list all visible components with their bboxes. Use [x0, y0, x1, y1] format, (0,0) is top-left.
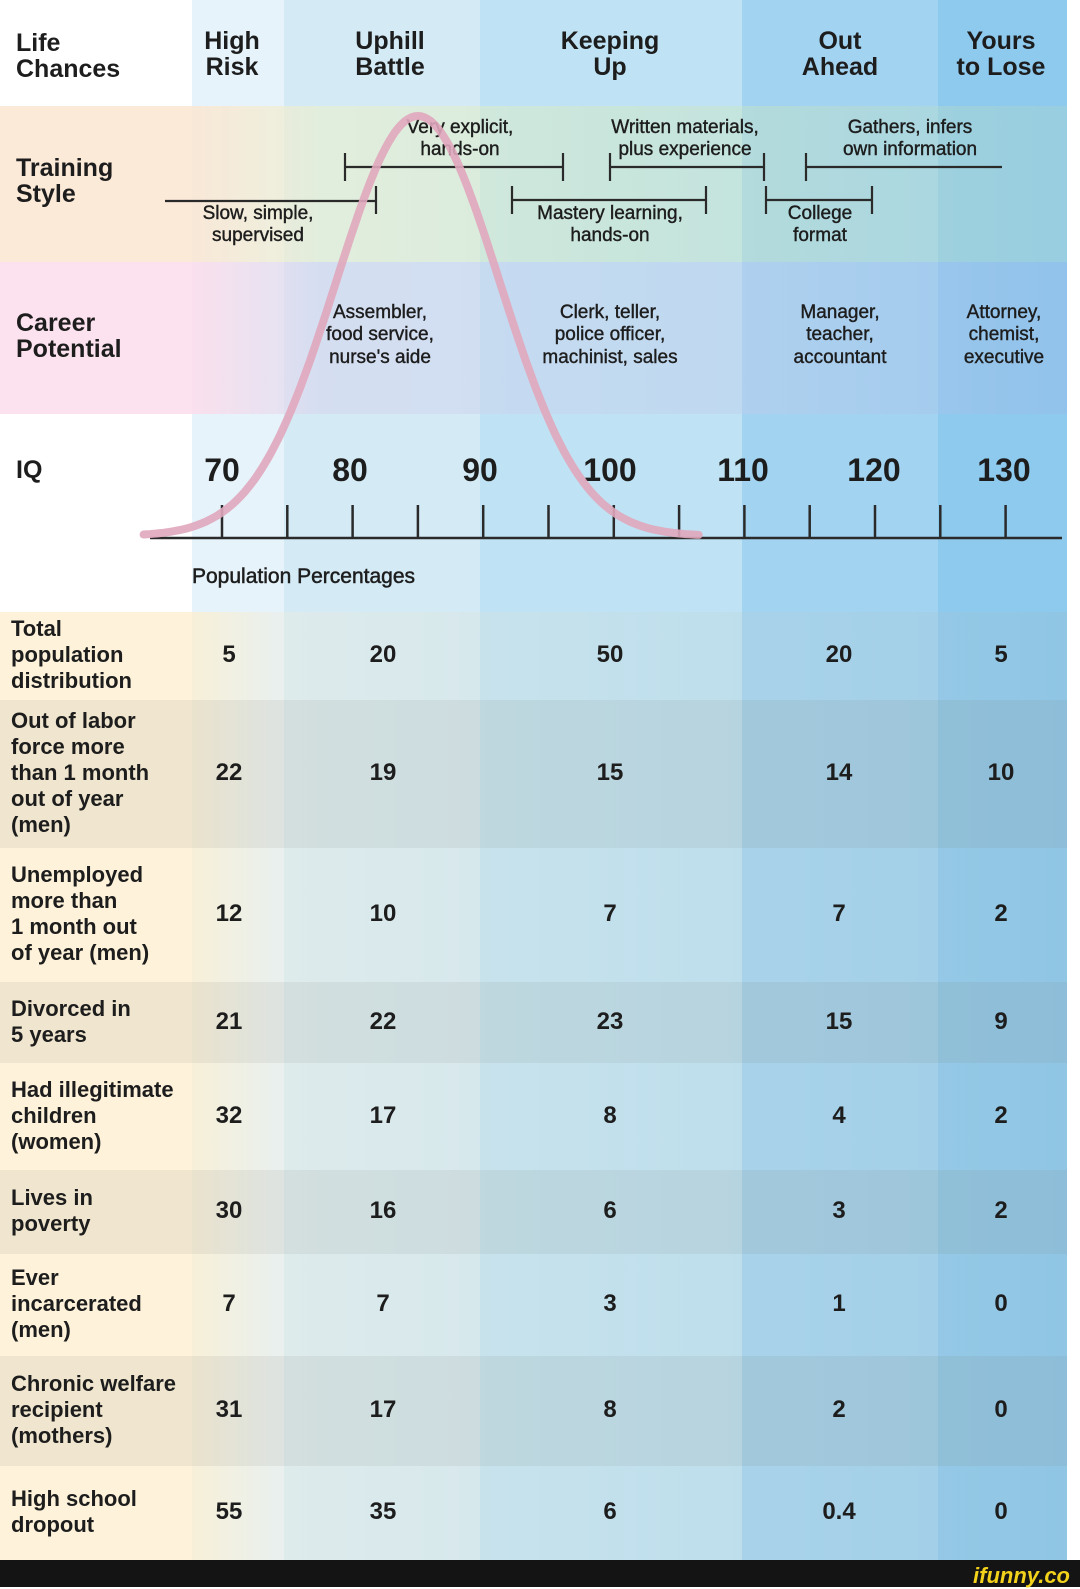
iq-tick-label-130: 130: [977, 452, 1031, 488]
row-label: High school dropout: [11, 1486, 137, 1537]
table-cell: 3: [832, 1197, 846, 1224]
iq-tick-label-90: 90: [462, 452, 498, 488]
career-item-keeping-up: Clerk, teller, police officer, machinist…: [542, 302, 678, 368]
table-cell: 7: [603, 900, 617, 927]
table-cell: 16: [369, 1197, 397, 1224]
table-cell: 10: [369, 900, 397, 927]
bracket-gathers-infers: [804, 153, 1002, 181]
column-header-keeping-up: Keeping Up: [560, 27, 660, 82]
table-cell: 31: [215, 1396, 243, 1423]
row-stripe: [0, 982, 1067, 1063]
table-cell: 8: [603, 1396, 617, 1423]
training-band: [0, 106, 1067, 262]
career-item-uphill: Assembler, food service, nurse's aide: [326, 302, 434, 368]
table-cell: 7: [832, 900, 846, 927]
row-label: Had illegitimate children (women): [11, 1076, 174, 1154]
table-cell: 22: [215, 759, 243, 786]
column-header-out-ahead: Out Ahead: [801, 27, 879, 82]
brand-watermark: ifunny.co: [973, 1563, 1070, 1588]
training-brackets: [165, 153, 1002, 214]
career-item-out-ahead: Manager, teacher, accountant: [793, 302, 887, 368]
row-label: Lives in poverty: [11, 1185, 93, 1236]
career-item-yours-to-lose: Attorney, chemist, executive: [963, 302, 1045, 368]
section-title: Population Percentages: [192, 565, 416, 588]
row-label: Chronic welfare recipient (mothers): [11, 1371, 177, 1448]
table-cell: 0: [994, 1498, 1008, 1525]
table-cell: 2: [994, 1101, 1008, 1129]
table-cell: 0: [994, 1396, 1008, 1423]
iq-tick-label-120: 120: [847, 452, 901, 488]
table-cell: 2: [832, 1396, 846, 1423]
bracket-slow-simple: [165, 186, 378, 214]
bracket-mastery-learning: [510, 186, 708, 214]
table-cell: 22: [369, 1007, 397, 1035]
training-item-slow-simple: Slow, simple, supervised: [202, 203, 314, 247]
table-cell: 55: [215, 1498, 243, 1525]
row-label: Total population distribution: [11, 616, 132, 693]
row-label: Out of labor force more than 1 month out…: [11, 708, 150, 837]
iq-label: IQ: [16, 456, 43, 484]
training-item-written-materials: Written materials, plus experience: [611, 117, 759, 161]
table-cell: 20: [369, 641, 397, 668]
table-cell: 35: [369, 1498, 397, 1525]
table-cell: 10: [987, 759, 1015, 786]
column-header-high-risk: High Risk: [204, 27, 260, 82]
table-cell: 14: [825, 759, 853, 786]
column-header-yours-to-lose: Yours to Lose: [956, 27, 1046, 82]
table-cell: 5: [994, 641, 1008, 668]
iq-tick-label-70: 70: [204, 452, 240, 488]
row-label: Divorced in 5 years: [11, 995, 131, 1047]
table-cell: 2: [994, 1197, 1008, 1224]
row-stripe: [0, 1356, 1067, 1466]
table-cell: 4: [832, 1101, 846, 1129]
table-cell: 20: [825, 641, 853, 668]
row-label: Unemployed more than 1 month out of year…: [11, 862, 150, 965]
table-cell: 50: [596, 641, 624, 668]
table-cell: 6: [603, 1197, 617, 1224]
table-cell: 7: [376, 1290, 390, 1317]
footer-bar: [0, 1560, 1080, 1587]
table-cell: 6: [603, 1498, 617, 1525]
iq-tick-label-100: 100: [583, 452, 637, 488]
row-stripe: [0, 700, 1067, 848]
training-item-gathers-infers: Gathers, infers own information: [842, 117, 978, 161]
table-cell: 30: [215, 1197, 243, 1224]
row-label: Ever incarcerated (men): [11, 1265, 142, 1342]
bracket-college-format: [764, 186, 874, 214]
table-cell: 19: [369, 759, 397, 786]
corner-label: Life Chances: [16, 29, 121, 84]
bell-curve: [139, 111, 703, 539]
table-cell: 32: [215, 1101, 243, 1129]
column-header-uphill-battle: Uphill Battle: [355, 27, 425, 82]
row-stripe: [0, 1170, 1067, 1254]
iq-tick-label-80: 80: [332, 452, 368, 488]
table-cell: 2: [994, 900, 1008, 927]
table-cell: 15: [825, 1007, 853, 1035]
table-cell: 1: [832, 1290, 846, 1317]
table-cell: 8: [603, 1101, 617, 1129]
bracket-very-explicit: [343, 153, 565, 181]
table-cell: 17: [369, 1101, 397, 1129]
table-cell: 23: [596, 1007, 624, 1035]
iq-axis: [150, 505, 1062, 540]
table-tint: [0, 612, 1067, 1560]
table-cell: 0.4: [822, 1498, 856, 1525]
table-cell: 15: [596, 759, 624, 786]
table-cell: 12: [215, 900, 243, 927]
table-cell: 3: [603, 1290, 617, 1317]
table-cell: 9: [994, 1007, 1008, 1035]
training-item-college-format: College format: [787, 203, 853, 247]
table-cell: 5: [222, 641, 236, 668]
career-potential-label: Career Potential: [16, 309, 122, 364]
table-cell: 17: [369, 1396, 397, 1423]
table-cell: 7: [222, 1290, 236, 1317]
training-style-label: Training Style: [16, 154, 114, 209]
table-cell: 0: [994, 1290, 1008, 1317]
iq-tick-label-110: 110: [717, 452, 769, 488]
table-cell: 21: [215, 1007, 243, 1035]
training-item-mastery-learning: Mastery learning, hands-on: [537, 203, 683, 247]
bracket-written-materials: [608, 153, 766, 181]
